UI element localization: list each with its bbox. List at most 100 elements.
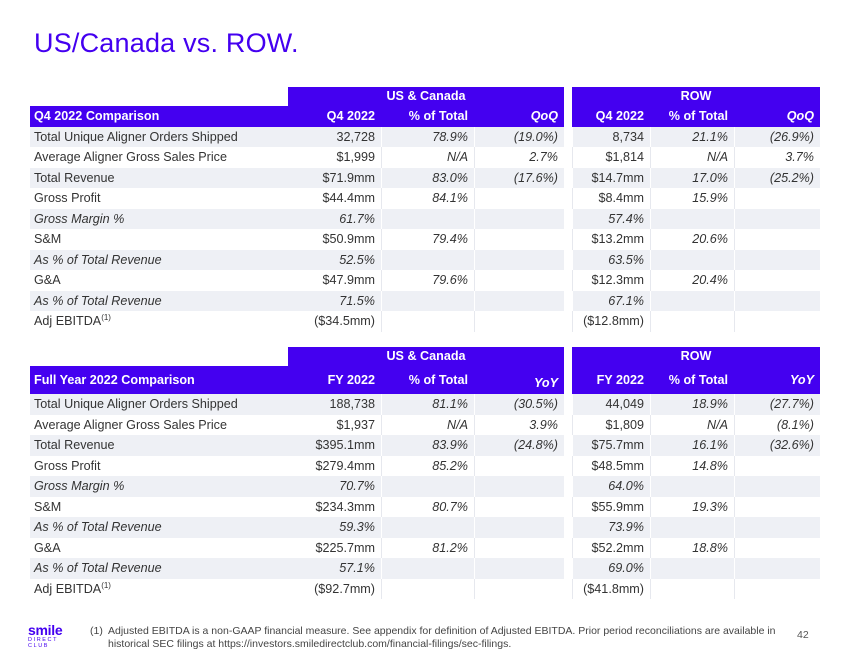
row-change xyxy=(734,270,820,291)
us-pct-total: 78.9% xyxy=(381,126,474,147)
row-pct-total: 17.0% xyxy=(650,167,734,188)
header-row-change: YoY xyxy=(789,373,814,387)
row-label: Average Aligner Gross Sales Price xyxy=(30,147,288,168)
row-change xyxy=(734,476,820,497)
row-pct-total xyxy=(650,476,734,497)
cell-text: 79.4% xyxy=(432,232,468,246)
cell-text: 63.5% xyxy=(608,252,644,267)
row-change: (8.1%) xyxy=(734,414,820,435)
cell-text: 57.1% xyxy=(339,561,375,575)
us-pct-total: 83.9% xyxy=(381,435,474,456)
cell-text: Gross Margin % xyxy=(34,479,125,493)
row-value: $14.7mm xyxy=(572,167,650,188)
row-value: 64.0% xyxy=(572,476,650,497)
cell-text: 18.8% xyxy=(692,540,728,555)
fy-comparison-table: US & Canada ROW Full Year 2022 Compariso… xyxy=(30,347,820,599)
row-value: $75.7mm xyxy=(572,435,650,456)
row-change: (26.9%) xyxy=(734,126,820,147)
us-pct-total xyxy=(381,208,474,229)
row-change xyxy=(734,558,820,579)
cell-text: 85.2% xyxy=(432,458,468,473)
table-row: Adj EBITDA(1) ($92.7mm) ($41.8mm) xyxy=(30,578,820,600)
cell-text: ($34.5mm) xyxy=(314,314,375,328)
header-us-pct: % of Total xyxy=(408,109,468,123)
table-row: Average Aligner Gross Sales Price $1,999 N… xyxy=(30,147,820,168)
logo-subtext: DIRECT CLUB xyxy=(28,637,58,649)
row-label: Total Revenue xyxy=(30,168,288,189)
table-body: Total Unique Aligner Orders Shipped 32,72… xyxy=(30,126,820,332)
footnote-text: Adjusted EBITDA is a non-GAAP financial … xyxy=(108,625,776,650)
us-value: ($34.5mm) xyxy=(288,311,381,332)
cell-text: 84.1% xyxy=(432,191,468,205)
cell-text: 32,728 xyxy=(336,129,375,144)
row-pct-total: 14.8% xyxy=(650,455,734,476)
logo-wordmark: smile xyxy=(28,622,63,638)
cell-text: 80.7% xyxy=(432,499,468,514)
cell-text: Total Revenue xyxy=(34,438,115,452)
row-label: Gross Profit xyxy=(30,188,288,209)
group-header-row: US & Canada ROW xyxy=(30,87,820,106)
row-value: 44,049 xyxy=(572,394,650,415)
row-label: S&M xyxy=(30,497,288,518)
cell-text: G&A xyxy=(34,540,61,555)
table-row: Gross Margin % 70.7% 64.0% xyxy=(30,476,820,497)
cell-text: 70.7% xyxy=(339,479,375,493)
cell-text: Adj EBITDA xyxy=(34,581,102,596)
us-pct-total: 79.4% xyxy=(381,229,474,250)
us-change xyxy=(474,188,564,209)
footnote-reference: (1) xyxy=(101,580,111,590)
cell-text: 78.9% xyxy=(432,129,468,144)
cell-text: $71.9mm xyxy=(322,170,376,185)
cell-text: As % of Total Revenue xyxy=(34,252,162,267)
header-row-pct: % of Total xyxy=(668,109,728,123)
cell-text: 18.9% xyxy=(692,397,728,411)
us-pct-total: N/A xyxy=(381,147,474,168)
row-value: ($41.8mm) xyxy=(572,578,650,599)
header-us-change: QoQ xyxy=(530,109,558,123)
us-change: 2.7% xyxy=(474,147,564,168)
us-value: $71.9mm xyxy=(288,168,381,189)
row-value: 8,734 xyxy=(572,126,650,147)
row-pct-total xyxy=(650,290,734,311)
row-label: Adj EBITDA(1) xyxy=(30,579,288,600)
us-pct-total xyxy=(381,290,474,311)
row-value: $13.2mm xyxy=(572,229,650,250)
cell-text: 20.6% xyxy=(692,232,728,246)
group-us-canada: US & Canada xyxy=(288,87,564,106)
table-body: Total Unique Aligner Orders Shipped 188,7… xyxy=(30,394,820,599)
us-pct-total xyxy=(381,578,474,599)
cell-text: 17.0% xyxy=(692,170,728,185)
us-change xyxy=(474,311,564,332)
cell-text: (30.5%) xyxy=(513,397,558,411)
row-pct-total: 16.1% xyxy=(650,435,734,456)
cell-text: $1,814 xyxy=(605,150,644,164)
row-value: $48.5mm xyxy=(572,455,650,476)
us-value: $50.9mm xyxy=(288,229,381,250)
cell-text: 2.7% xyxy=(529,150,558,164)
row-value: $12.3mm xyxy=(572,270,650,291)
cell-text: $225.7mm xyxy=(315,540,375,555)
row-label: G&A xyxy=(30,270,288,291)
row-pct-total xyxy=(650,578,734,599)
us-value: 52.5% xyxy=(288,250,381,271)
row-change xyxy=(734,290,820,311)
row-change: (32.6%) xyxy=(734,435,820,456)
footnote-reference: (1) xyxy=(101,312,111,322)
row-change xyxy=(734,249,820,270)
row-label: As % of Total Revenue xyxy=(30,517,288,538)
row-value: 63.5% xyxy=(572,249,650,270)
us-value: 61.7% xyxy=(288,209,381,230)
header-label: Q4 2022 Comparison xyxy=(34,109,160,123)
header-us-value: FY 2022 xyxy=(327,373,375,387)
row-label: Total Revenue xyxy=(30,435,288,456)
row-label: S&M xyxy=(30,229,288,250)
header-us-pct: % of Total xyxy=(408,373,468,387)
cell-text: ($92.7mm) xyxy=(314,581,375,596)
us-change xyxy=(474,578,564,599)
us-change: 3.9% xyxy=(474,414,564,435)
row-value: 69.0% xyxy=(572,558,650,579)
us-value: 71.5% xyxy=(288,291,381,312)
us-change xyxy=(474,476,564,497)
cell-text: 79.6% xyxy=(432,273,468,287)
row-change: (27.7%) xyxy=(734,394,820,415)
